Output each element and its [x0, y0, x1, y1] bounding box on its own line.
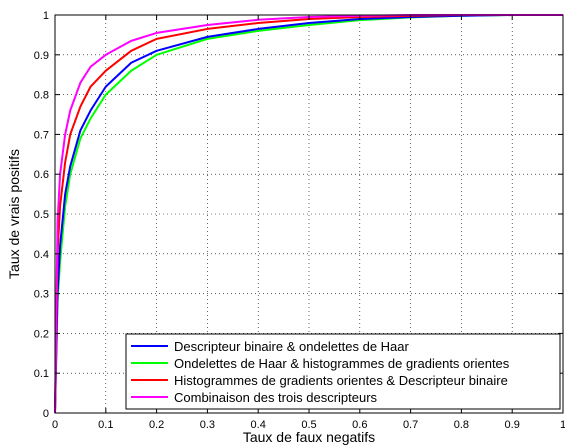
x-tick-label: 0.6 [352, 419, 367, 431]
x-tick-label: 0.8 [454, 419, 469, 431]
y-tick-label: 0.2 [34, 328, 49, 340]
legend-label-2: Ondelettes de Haar & histogrammes de gra… [174, 356, 510, 371]
y-tick-label: 0.4 [34, 249, 49, 261]
y-tick-label: 0.6 [34, 169, 49, 181]
x-tick-label: 1 [560, 419, 565, 431]
y-axis-label: Taux de vrais positifs [6, 149, 22, 279]
x-tick-label: 0.3 [200, 419, 215, 431]
x-tick-label: 0.2 [149, 419, 164, 431]
legend-label-1: Descripteur binaire & ondelettes de Haar [174, 339, 410, 354]
x-tick-label: 0.4 [251, 419, 266, 431]
x-tick-label: 0.9 [505, 419, 520, 431]
x-tick-label: 0.7 [403, 419, 418, 431]
x-tick-label: 0 [52, 419, 58, 431]
y-tick-label: 0.3 [34, 289, 49, 301]
legend-label-3: Histogrammes de gradients orientes & Des… [174, 373, 508, 388]
y-tick-label: 0.9 [34, 50, 49, 62]
legend: Descripteur binaire & ondelettes de Haar… [125, 333, 561, 410]
legend-box [125, 333, 561, 410]
y-tick-label: 1 [43, 10, 49, 22]
y-tick-label: 0 [43, 408, 49, 420]
x-tick-label: 0.1 [98, 419, 113, 431]
x-axis-label: Taux de faux negatifs [243, 429, 375, 445]
legend-label-4: Combinaison des trois descripteurs [174, 390, 378, 405]
series-line-1 [54, 14, 563, 414]
y-tick-label: 0.5 [34, 209, 49, 221]
y-tick-label: 0.1 [34, 368, 49, 380]
y-tick-label: 0.7 [34, 129, 49, 141]
x-tick-label: 0.5 [301, 419, 316, 431]
y-tick-label: 0.8 [34, 90, 49, 102]
ticks: 0 0.1 0.2 0.3 0.4 0.5 0.6 0.7 0.8 0.9 1 0 0.1 0.2 0.3 0… [34, 10, 565, 431]
